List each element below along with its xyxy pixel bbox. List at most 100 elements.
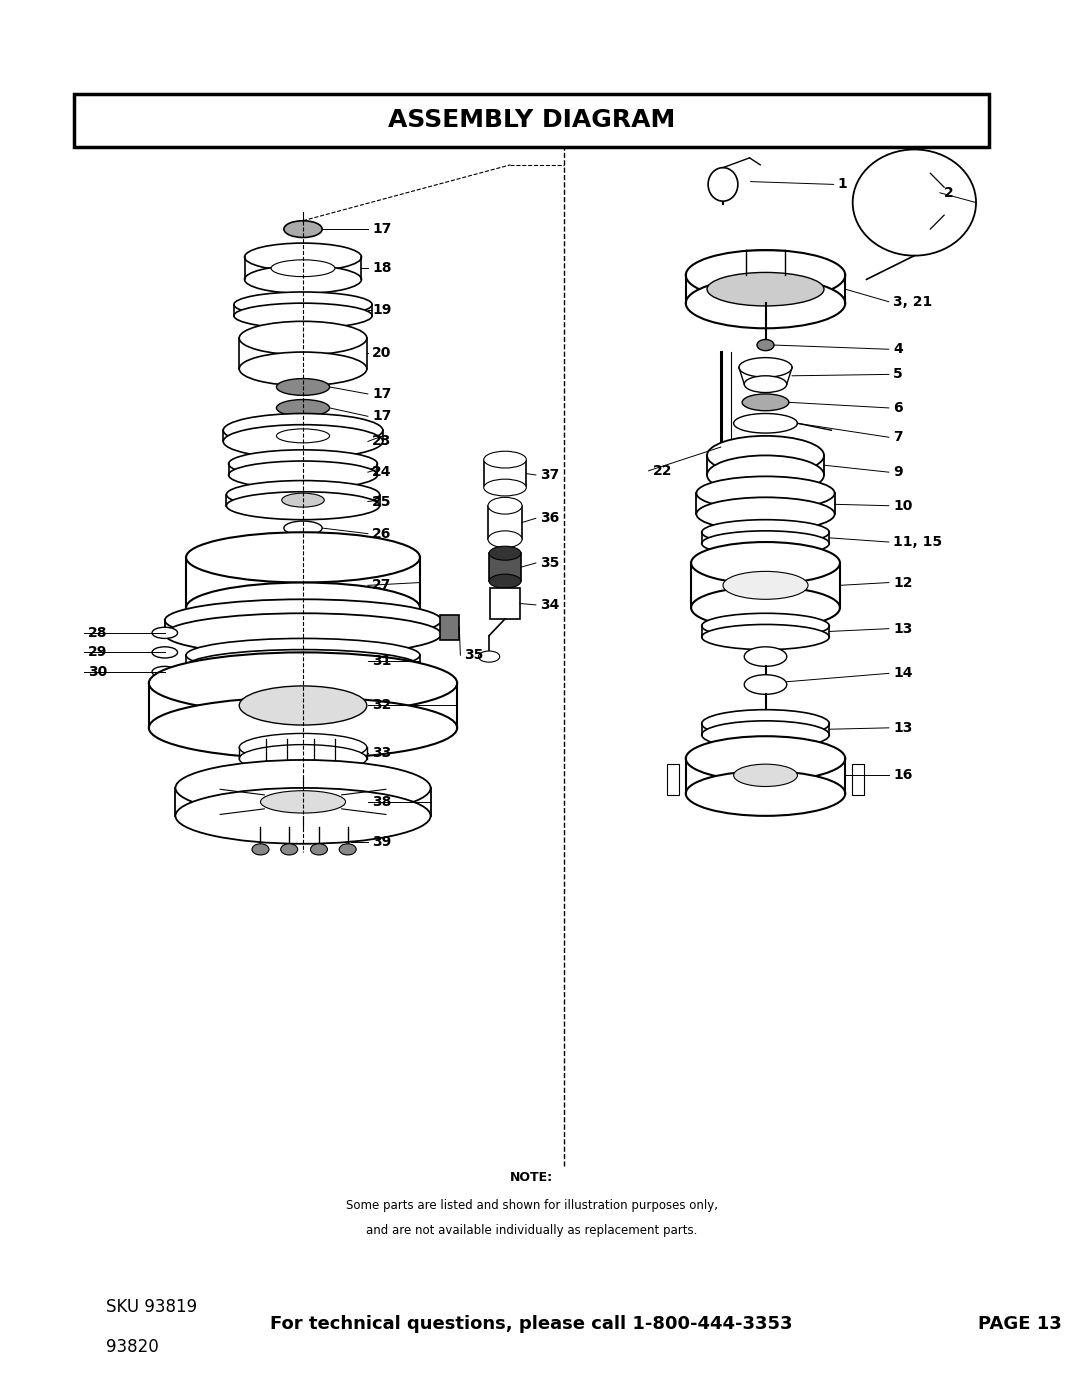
Ellipse shape: [284, 221, 322, 237]
Text: 24: 24: [373, 465, 392, 479]
Text: NOTE:: NOTE:: [510, 1171, 553, 1183]
Ellipse shape: [484, 451, 526, 468]
Text: ASSEMBLY DIAGRAM: ASSEMBLY DIAGRAM: [388, 108, 675, 133]
Ellipse shape: [229, 461, 377, 489]
Ellipse shape: [702, 613, 829, 638]
Ellipse shape: [271, 260, 335, 277]
Ellipse shape: [234, 303, 373, 328]
Ellipse shape: [686, 736, 846, 781]
Text: 28: 28: [89, 626, 108, 640]
Text: 4: 4: [893, 342, 903, 356]
Ellipse shape: [276, 379, 329, 395]
Text: 17: 17: [373, 409, 391, 423]
Ellipse shape: [234, 292, 373, 317]
Ellipse shape: [708, 168, 738, 201]
Text: 10: 10: [893, 499, 913, 513]
Ellipse shape: [252, 844, 269, 855]
Text: 1: 1: [838, 177, 848, 191]
Text: 14: 14: [893, 666, 913, 680]
Ellipse shape: [478, 651, 500, 662]
Ellipse shape: [744, 376, 786, 393]
Text: 12: 12: [893, 576, 913, 590]
Ellipse shape: [707, 455, 824, 495]
Text: 39: 39: [373, 835, 391, 849]
Ellipse shape: [186, 650, 420, 683]
Ellipse shape: [707, 436, 824, 475]
Text: 27: 27: [373, 578, 391, 592]
Ellipse shape: [697, 476, 835, 510]
Ellipse shape: [240, 686, 367, 725]
Bar: [441, 615, 459, 640]
Text: 17: 17: [373, 387, 391, 401]
Ellipse shape: [744, 675, 786, 694]
Ellipse shape: [227, 481, 379, 509]
Ellipse shape: [224, 414, 382, 447]
Ellipse shape: [186, 638, 420, 672]
Text: 11, 15: 11, 15: [893, 535, 942, 549]
Text: For technical questions, please call 1-800-444-3353: For technical questions, please call 1-8…: [270, 1316, 793, 1333]
Ellipse shape: [339, 844, 356, 855]
Ellipse shape: [149, 697, 457, 759]
Ellipse shape: [702, 520, 829, 545]
Ellipse shape: [229, 450, 377, 478]
Text: 35: 35: [540, 556, 559, 570]
Text: 34: 34: [540, 598, 559, 612]
Text: 5: 5: [893, 367, 903, 381]
Ellipse shape: [149, 652, 457, 714]
Text: 36: 36: [540, 511, 559, 525]
Text: 13: 13: [893, 622, 913, 636]
Ellipse shape: [284, 521, 322, 535]
Ellipse shape: [733, 414, 797, 433]
Ellipse shape: [739, 358, 792, 377]
Text: 22: 22: [652, 464, 673, 478]
Ellipse shape: [186, 532, 420, 583]
Ellipse shape: [702, 531, 829, 556]
Text: 32: 32: [373, 698, 391, 712]
Ellipse shape: [244, 265, 362, 293]
Ellipse shape: [702, 721, 829, 749]
Text: 9: 9: [893, 465, 903, 479]
Bar: [666, 764, 679, 795]
Ellipse shape: [733, 764, 797, 787]
Text: 33: 33: [373, 746, 391, 760]
Ellipse shape: [165, 613, 442, 655]
Ellipse shape: [240, 733, 367, 761]
Ellipse shape: [691, 542, 840, 584]
Bar: [490, 588, 519, 619]
Text: 16: 16: [893, 768, 913, 782]
Ellipse shape: [276, 429, 329, 443]
Text: 30: 30: [89, 665, 108, 679]
Ellipse shape: [702, 710, 829, 738]
Text: PAGE 13: PAGE 13: [978, 1316, 1062, 1333]
Ellipse shape: [281, 844, 298, 855]
Text: 18: 18: [373, 261, 392, 275]
Ellipse shape: [853, 149, 976, 256]
Text: SKU 93819: SKU 93819: [106, 1298, 198, 1316]
Text: 26: 26: [373, 527, 391, 541]
Text: 20: 20: [373, 346, 391, 360]
Ellipse shape: [488, 531, 522, 548]
Ellipse shape: [723, 571, 808, 599]
Ellipse shape: [240, 321, 367, 355]
Ellipse shape: [691, 587, 840, 629]
Text: 19: 19: [373, 303, 391, 317]
Ellipse shape: [757, 339, 774, 351]
Ellipse shape: [224, 425, 382, 458]
Ellipse shape: [707, 272, 824, 306]
Ellipse shape: [186, 583, 420, 633]
Ellipse shape: [686, 771, 846, 816]
Bar: [852, 764, 864, 795]
Ellipse shape: [686, 278, 846, 328]
Text: 35: 35: [464, 648, 484, 662]
Ellipse shape: [152, 647, 177, 658]
Ellipse shape: [175, 760, 431, 816]
Text: 3, 21: 3, 21: [893, 295, 932, 309]
Ellipse shape: [240, 745, 367, 773]
Bar: [75, 94, 989, 147]
Bar: [484, 461, 526, 486]
Text: 29: 29: [89, 645, 108, 659]
Text: 38: 38: [373, 795, 391, 809]
Ellipse shape: [165, 599, 442, 641]
Ellipse shape: [282, 493, 324, 507]
Ellipse shape: [702, 624, 829, 650]
